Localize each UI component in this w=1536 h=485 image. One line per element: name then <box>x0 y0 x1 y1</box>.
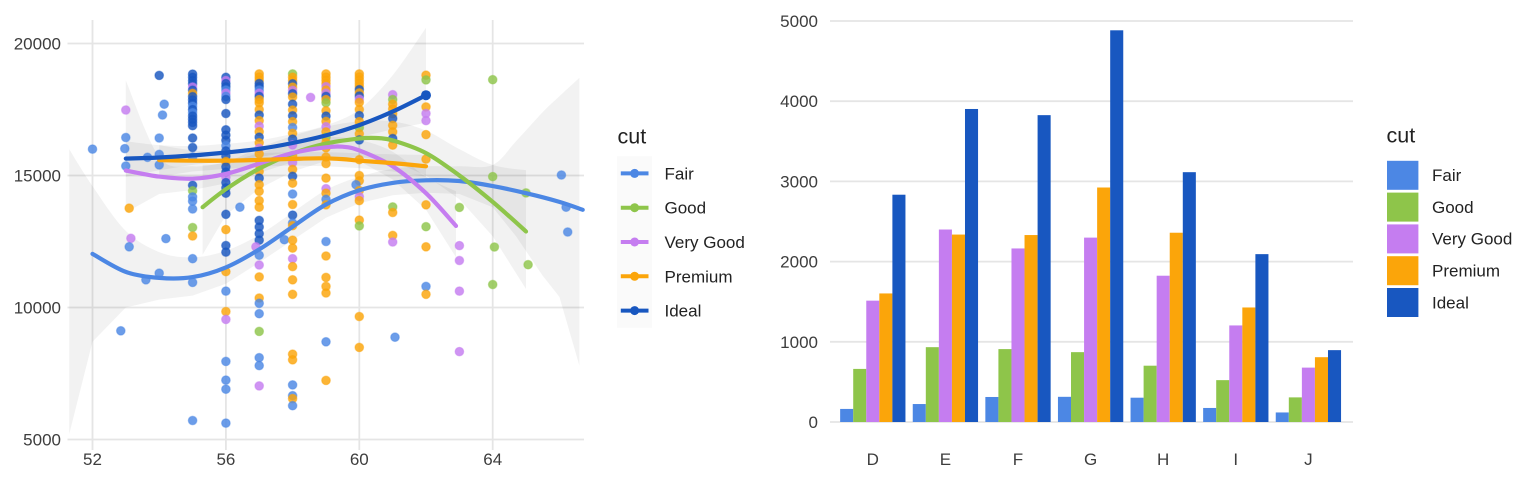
svg-text:E: E <box>940 450 951 469</box>
svg-text:5000: 5000 <box>780 12 818 31</box>
svg-text:H: H <box>1157 450 1169 469</box>
svg-text:Premium: Premium <box>665 267 733 286</box>
svg-text:Ideal: Ideal <box>665 302 702 321</box>
svg-text:56: 56 <box>216 450 235 469</box>
svg-text:Good: Good <box>1432 198 1474 217</box>
svg-text:2000: 2000 <box>780 253 818 272</box>
svg-text:10000: 10000 <box>14 299 61 318</box>
svg-text:Good: Good <box>665 199 707 218</box>
svg-text:Ideal: Ideal <box>1432 293 1469 312</box>
svg-text:52: 52 <box>83 450 102 469</box>
svg-text:20000: 20000 <box>14 35 61 54</box>
svg-text:Fair: Fair <box>1432 166 1462 185</box>
svg-text:15000: 15000 <box>14 167 61 186</box>
svg-text:D: D <box>867 450 879 469</box>
svg-text:cut: cut <box>1387 124 1416 148</box>
svg-text:Fair: Fair <box>665 164 695 183</box>
svg-text:60: 60 <box>350 450 369 469</box>
svg-text:Premium: Premium <box>1432 262 1500 281</box>
svg-text:F: F <box>1013 450 1023 469</box>
svg-text:64: 64 <box>483 450 502 469</box>
svg-text:1000: 1000 <box>780 333 818 352</box>
svg-text:J: J <box>1304 450 1313 469</box>
svg-text:5000: 5000 <box>23 431 61 450</box>
svg-text:4000: 4000 <box>780 92 818 111</box>
svg-text:G: G <box>1084 450 1097 469</box>
svg-text:3000: 3000 <box>780 172 818 191</box>
svg-text:Very Good: Very Good <box>665 233 745 252</box>
svg-text:0: 0 <box>809 413 818 432</box>
svg-text:I: I <box>1233 450 1238 469</box>
svg-text:Very Good: Very Good <box>1432 230 1512 249</box>
svg-text:cut: cut <box>618 125 647 149</box>
